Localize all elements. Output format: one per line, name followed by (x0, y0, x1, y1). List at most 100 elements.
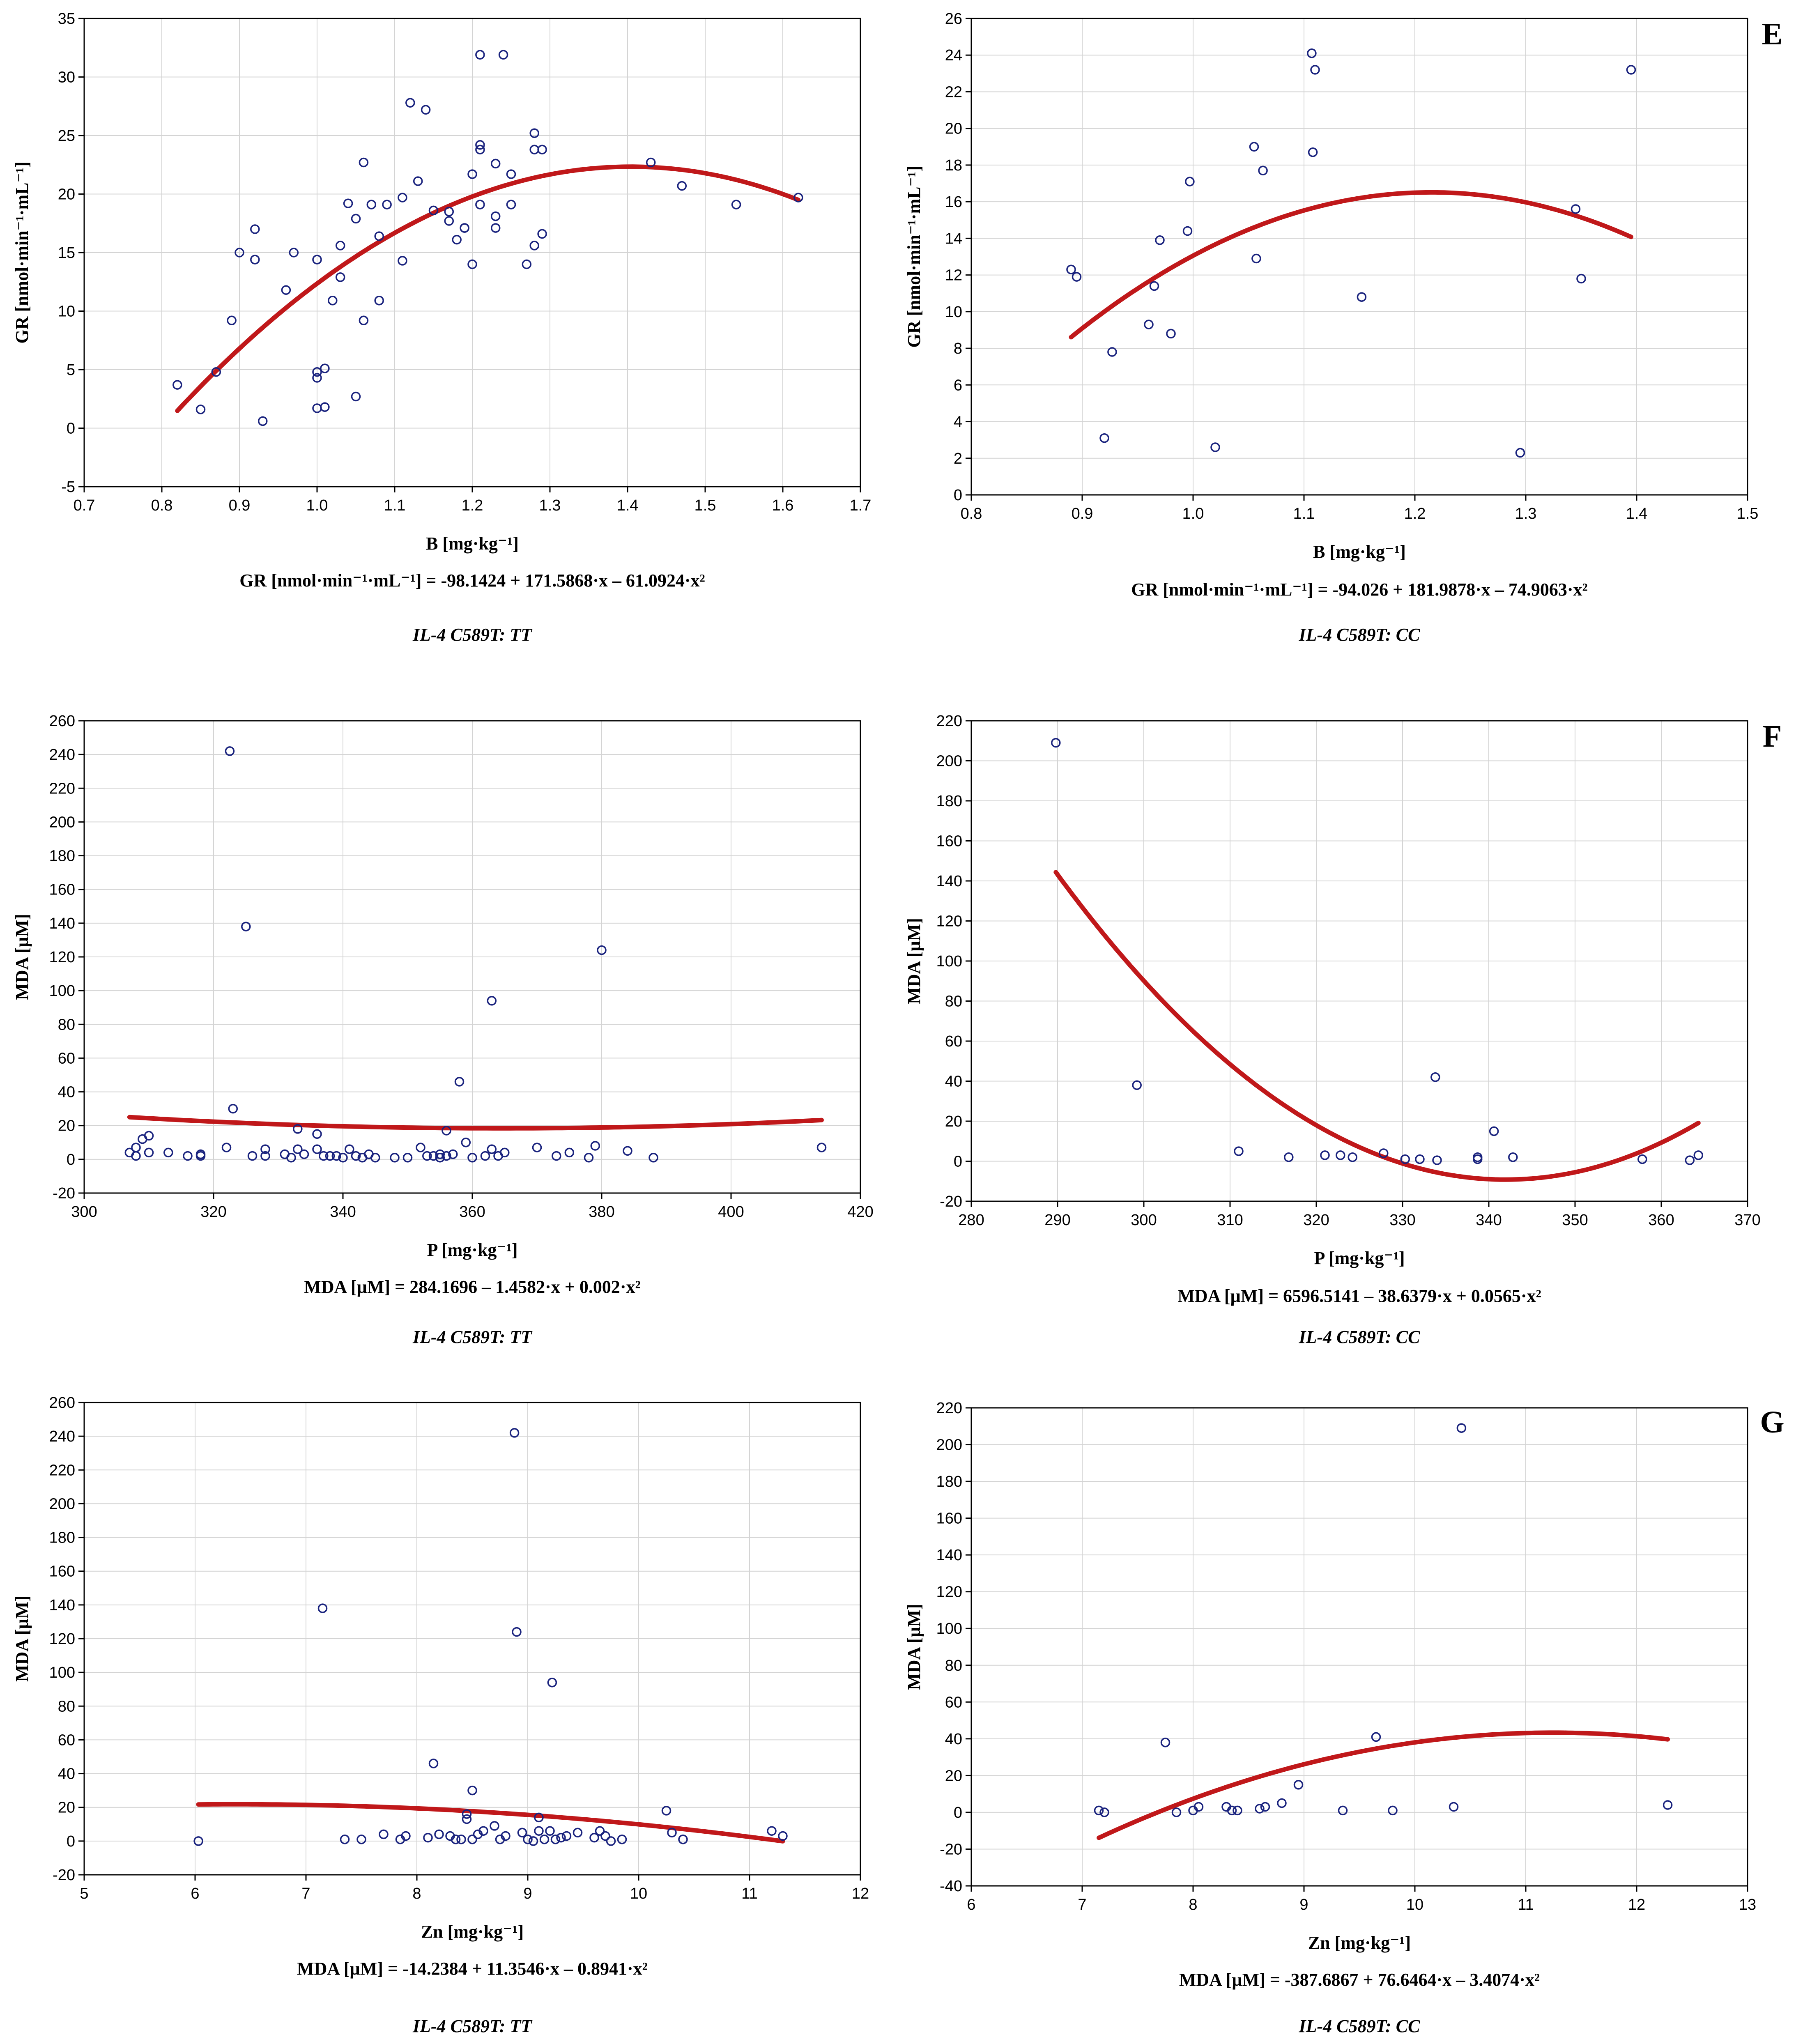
data-point (428, 1151, 439, 1161)
data-point (600, 1831, 610, 1841)
data-point (478, 1826, 488, 1836)
data-point (405, 98, 415, 108)
data-point (183, 1151, 193, 1161)
data-point (163, 1147, 173, 1158)
regression-curve (1097, 1730, 1670, 1840)
x-tick-label: 1.2 (1404, 505, 1426, 522)
y-tick-label: 40 (945, 1731, 962, 1748)
x-tick-label: 320 (200, 1203, 226, 1221)
x-tick-label: 7 (1078, 1896, 1086, 1913)
y-tick-label: 18 (945, 157, 962, 174)
y-tick-label: 180 (936, 1473, 962, 1490)
data-point (461, 1138, 471, 1147)
plot-frame (970, 720, 1748, 1202)
data-point (356, 1835, 366, 1844)
data-point (421, 105, 431, 115)
y-axis-label: MDA [µM] (12, 1596, 32, 1682)
x-tick-label: 330 (1389, 1212, 1415, 1229)
panel-label: G (1760, 1405, 1784, 1439)
data-point (211, 367, 221, 377)
data-point (328, 296, 338, 306)
data-point (444, 207, 454, 217)
data-point (359, 315, 369, 326)
data-point (467, 1785, 477, 1796)
data-point (522, 259, 532, 269)
data-point (564, 1147, 575, 1158)
data-point (390, 1153, 400, 1163)
data-point (1144, 320, 1154, 329)
grid: 0.8 0.9 1.0 1.1 1.2 1.3 1.4 1.50246810121416182… (945, 10, 1759, 522)
y-tick-label: 80 (945, 1657, 962, 1674)
y-tick-label: 16 (945, 193, 962, 211)
y-tick-label: 240 (49, 1428, 75, 1445)
data-point (1210, 442, 1220, 452)
panel-label: F (1763, 719, 1782, 754)
data-point (422, 1151, 432, 1161)
y-tick-label: 40 (58, 1084, 75, 1101)
y-tick-label: 60 (58, 1731, 75, 1749)
y-tick-label: 0 (954, 487, 962, 504)
x-tick-label: 280 (958, 1212, 984, 1229)
data-point (1371, 1732, 1381, 1742)
data-point (487, 996, 497, 1006)
data-point (1307, 48, 1317, 58)
data-point (1338, 1805, 1348, 1816)
y-tick-label: 8 (954, 340, 962, 357)
data-point (448, 1149, 458, 1159)
y-tick-label: 12 (945, 267, 962, 284)
data-point (382, 200, 392, 209)
y-tick-label: 14 (945, 230, 962, 247)
data-point (509, 1428, 520, 1438)
data-point (1626, 65, 1636, 75)
data-point (428, 205, 439, 216)
data-point (512, 1627, 522, 1637)
x-tick-label: 6 (191, 1885, 199, 1902)
data-point (235, 248, 244, 258)
data-point (490, 211, 501, 221)
y-tick-label: 22 (945, 83, 962, 101)
data-point (320, 363, 330, 373)
y-tick-label: 5 (67, 361, 75, 379)
data-point (467, 259, 477, 269)
data-point (293, 1124, 303, 1134)
data-point (1072, 272, 1082, 282)
data-point (487, 1144, 497, 1154)
grid: 0.7 0.8 0.9 1.0 1.1 1.2 1.3 1.4 1.5 1.6 1.7 -5 0 5 10 1… (58, 10, 872, 514)
x-tick-label: 0.8 (961, 505, 982, 522)
data-point (1233, 1805, 1242, 1816)
data-point (589, 1832, 599, 1843)
x-tick-label: 340 (330, 1203, 356, 1221)
regression-curve (1053, 870, 1701, 1182)
data-point (1099, 433, 1109, 443)
y-tick-label: 0 (67, 420, 75, 437)
data-point (402, 1153, 413, 1163)
data-point (1155, 235, 1165, 245)
data-point (312, 373, 322, 383)
y-tick-label: 260 (49, 1394, 75, 1412)
x-tick-label: 1.3 (1515, 505, 1537, 522)
y-tick-label: 160 (49, 881, 75, 899)
data-point (1107, 347, 1117, 357)
x-tick-label: 420 (847, 1203, 873, 1221)
data-point (537, 229, 547, 239)
data-point (435, 1153, 445, 1163)
data-point (1693, 1150, 1704, 1160)
genotype-caption: IL-4 C589T: CC (1299, 2016, 1421, 2036)
regression-equation: GR [nmol·min⁻¹·mL⁻¹] = -94.026 + 181.987… (1131, 579, 1588, 600)
x-tick-label: 9 (523, 1885, 532, 1902)
y-axis-label: MDA [µM] (904, 918, 924, 1004)
data-point (584, 1153, 594, 1163)
x-tick-label: 1.0 (1182, 505, 1204, 522)
data-point (195, 405, 206, 414)
data-point (423, 1832, 433, 1843)
data-point (144, 1147, 154, 1158)
genotype-caption: IL-4 C589T: TT (412, 1327, 533, 1347)
data-point (467, 169, 477, 179)
data-point (1251, 253, 1261, 264)
data-point (523, 1835, 533, 1844)
regression-equation: MDA [µM] = -387.6867 + 76.6464·x – 3.407… (1179, 1970, 1540, 1990)
data-point (260, 1144, 270, 1154)
y-tick-label: 20 (58, 1799, 75, 1816)
data-point (595, 1826, 605, 1836)
